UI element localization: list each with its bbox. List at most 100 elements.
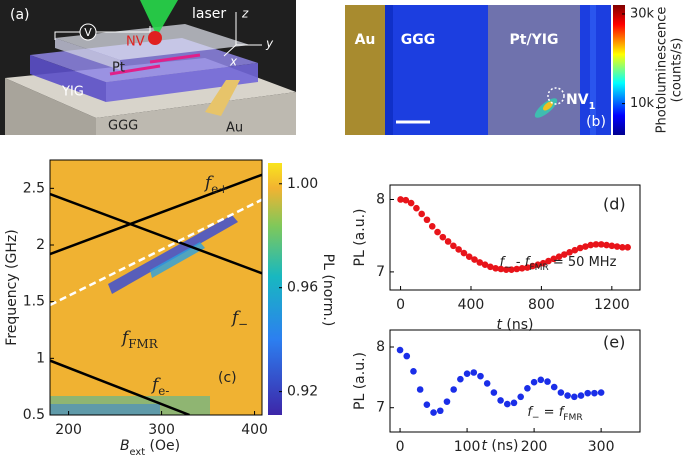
point (443, 398, 451, 405)
heatmap-dip (108, 215, 238, 294)
colorbar-tick-label: 0.96 (287, 280, 318, 296)
point (487, 263, 494, 271)
axis-y: y (265, 37, 274, 51)
line (50, 192, 262, 275)
text-part: f (525, 255, 532, 270)
text-part: = 50 MHz (549, 255, 617, 270)
x-axis-label: t (ns) (496, 317, 533, 333)
colorbar-label: PL (norm.) (320, 254, 336, 327)
point (571, 393, 578, 401)
colorbar (268, 163, 282, 415)
x-tick-label: 200 (55, 422, 82, 438)
text-part: f (230, 308, 241, 328)
point (550, 383, 558, 391)
yig-label: YIG (61, 85, 84, 100)
point (529, 262, 536, 270)
x-tick-label: 400 (241, 422, 268, 438)
yig-front (30, 55, 106, 102)
x-tick-label: 100 (454, 439, 481, 455)
heatmap-lines (50, 173, 262, 415)
point (497, 265, 505, 273)
point (566, 249, 573, 256)
point (436, 407, 444, 415)
y-tick-label: 0.5 (23, 407, 45, 423)
point (534, 261, 542, 268)
laser-label: laser (192, 6, 226, 22)
au-label: Au (226, 121, 243, 136)
x-axis-label: Bext (Oe) (120, 438, 180, 455)
point (413, 204, 420, 212)
y-tick-label: 2 (36, 237, 45, 253)
au-label: Au (355, 32, 376, 48)
point (416, 386, 424, 393)
point (560, 251, 568, 258)
point (513, 265, 521, 273)
point (517, 393, 524, 401)
point (576, 244, 584, 252)
point (410, 367, 417, 375)
ggg-label: GGG (108, 119, 138, 134)
point (571, 246, 579, 254)
point (518, 264, 526, 272)
point (444, 238, 452, 245)
y-axis-label: PL (a.u.) (352, 209, 368, 267)
point (434, 228, 441, 236)
point (584, 389, 592, 397)
point (524, 264, 531, 271)
spin-wave (149, 53, 201, 64)
annotation: f− - fFMR = 50 MHz (500, 255, 617, 273)
heatmap-band (50, 404, 160, 415)
y-axis-label: PL (a.u.) (352, 352, 368, 410)
colorbar-tick-label: 0.92 (287, 384, 318, 400)
point (450, 386, 457, 393)
voltmeter-label: V (84, 26, 92, 39)
text-part: − (504, 263, 512, 273)
point (403, 352, 411, 360)
point (624, 243, 631, 251)
plot-frame (389, 184, 641, 291)
streak (590, 5, 596, 135)
yig-side (106, 63, 258, 102)
pt-label: Pt (112, 61, 125, 76)
text-part: ext (130, 447, 146, 455)
point (545, 257, 552, 265)
line-label: fe+ (203, 173, 228, 197)
axis-arrow (223, 44, 237, 57)
au-region (345, 5, 385, 135)
line-label: f− (230, 308, 248, 332)
point (450, 242, 457, 250)
text-part: (Oe) (145, 438, 180, 454)
point (508, 266, 515, 274)
wire (54, 31, 80, 40)
point (510, 399, 518, 407)
x-tick-label: 400 (458, 297, 485, 313)
y-tick-label: 1 (36, 350, 45, 366)
point (455, 246, 462, 253)
panel-label: (e) (603, 333, 625, 352)
axis-x: x (229, 55, 238, 69)
point (490, 389, 498, 396)
plot-frame (389, 329, 641, 433)
text-part: FMR (563, 413, 583, 423)
colorbar (613, 5, 625, 135)
text-part: FMR (529, 263, 549, 273)
text-part: t (496, 317, 502, 333)
point (457, 375, 464, 383)
point (481, 261, 489, 268)
point (524, 384, 531, 392)
text-part: - (512, 255, 525, 270)
annotation: f− = fFMR (527, 405, 583, 423)
x-axis-label: t (ns) (481, 438, 518, 454)
x-tick-label: 1200 (594, 297, 630, 313)
ggg-front (5, 78, 96, 135)
spin-wave (109, 64, 161, 76)
point (564, 392, 571, 399)
text-part: 1 (589, 101, 596, 112)
point (555, 253, 563, 260)
panel-label: (d) (603, 195, 626, 214)
point (397, 196, 404, 203)
point (557, 389, 565, 396)
x-tick-label: 0 (396, 439, 405, 455)
panel-label: (a) (10, 7, 30, 23)
